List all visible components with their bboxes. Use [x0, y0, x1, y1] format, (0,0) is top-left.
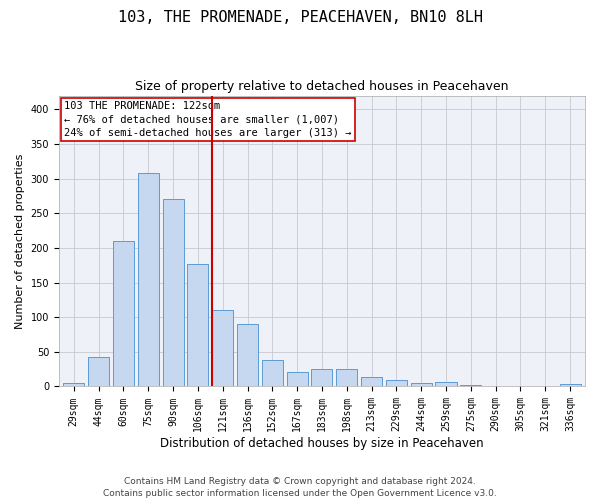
Bar — [63, 383, 85, 386]
Bar — [287, 372, 308, 386]
Bar — [187, 264, 208, 386]
Bar — [460, 385, 481, 386]
Bar — [361, 377, 382, 386]
Text: 103, THE PROMENADE, PEACEHAVEN, BN10 8LH: 103, THE PROMENADE, PEACEHAVEN, BN10 8LH — [118, 10, 482, 25]
Bar — [212, 310, 233, 386]
X-axis label: Distribution of detached houses by size in Peacehaven: Distribution of detached houses by size … — [160, 437, 484, 450]
Bar — [436, 382, 457, 386]
Y-axis label: Number of detached properties: Number of detached properties — [15, 154, 25, 328]
Bar — [163, 200, 184, 386]
Bar — [410, 383, 432, 386]
Bar — [237, 324, 258, 386]
Bar — [560, 384, 581, 386]
Bar — [137, 173, 159, 386]
Bar — [113, 241, 134, 386]
Bar — [386, 380, 407, 386]
Text: 103 THE PROMENADE: 122sqm
← 76% of detached houses are smaller (1,007)
24% of se: 103 THE PROMENADE: 122sqm ← 76% of detac… — [64, 102, 352, 138]
Bar — [336, 369, 358, 386]
Title: Size of property relative to detached houses in Peacehaven: Size of property relative to detached ho… — [135, 80, 509, 93]
Bar — [311, 369, 332, 386]
Bar — [262, 360, 283, 386]
Bar — [88, 358, 109, 386]
Text: Contains HM Land Registry data © Crown copyright and database right 2024.
Contai: Contains HM Land Registry data © Crown c… — [103, 476, 497, 498]
